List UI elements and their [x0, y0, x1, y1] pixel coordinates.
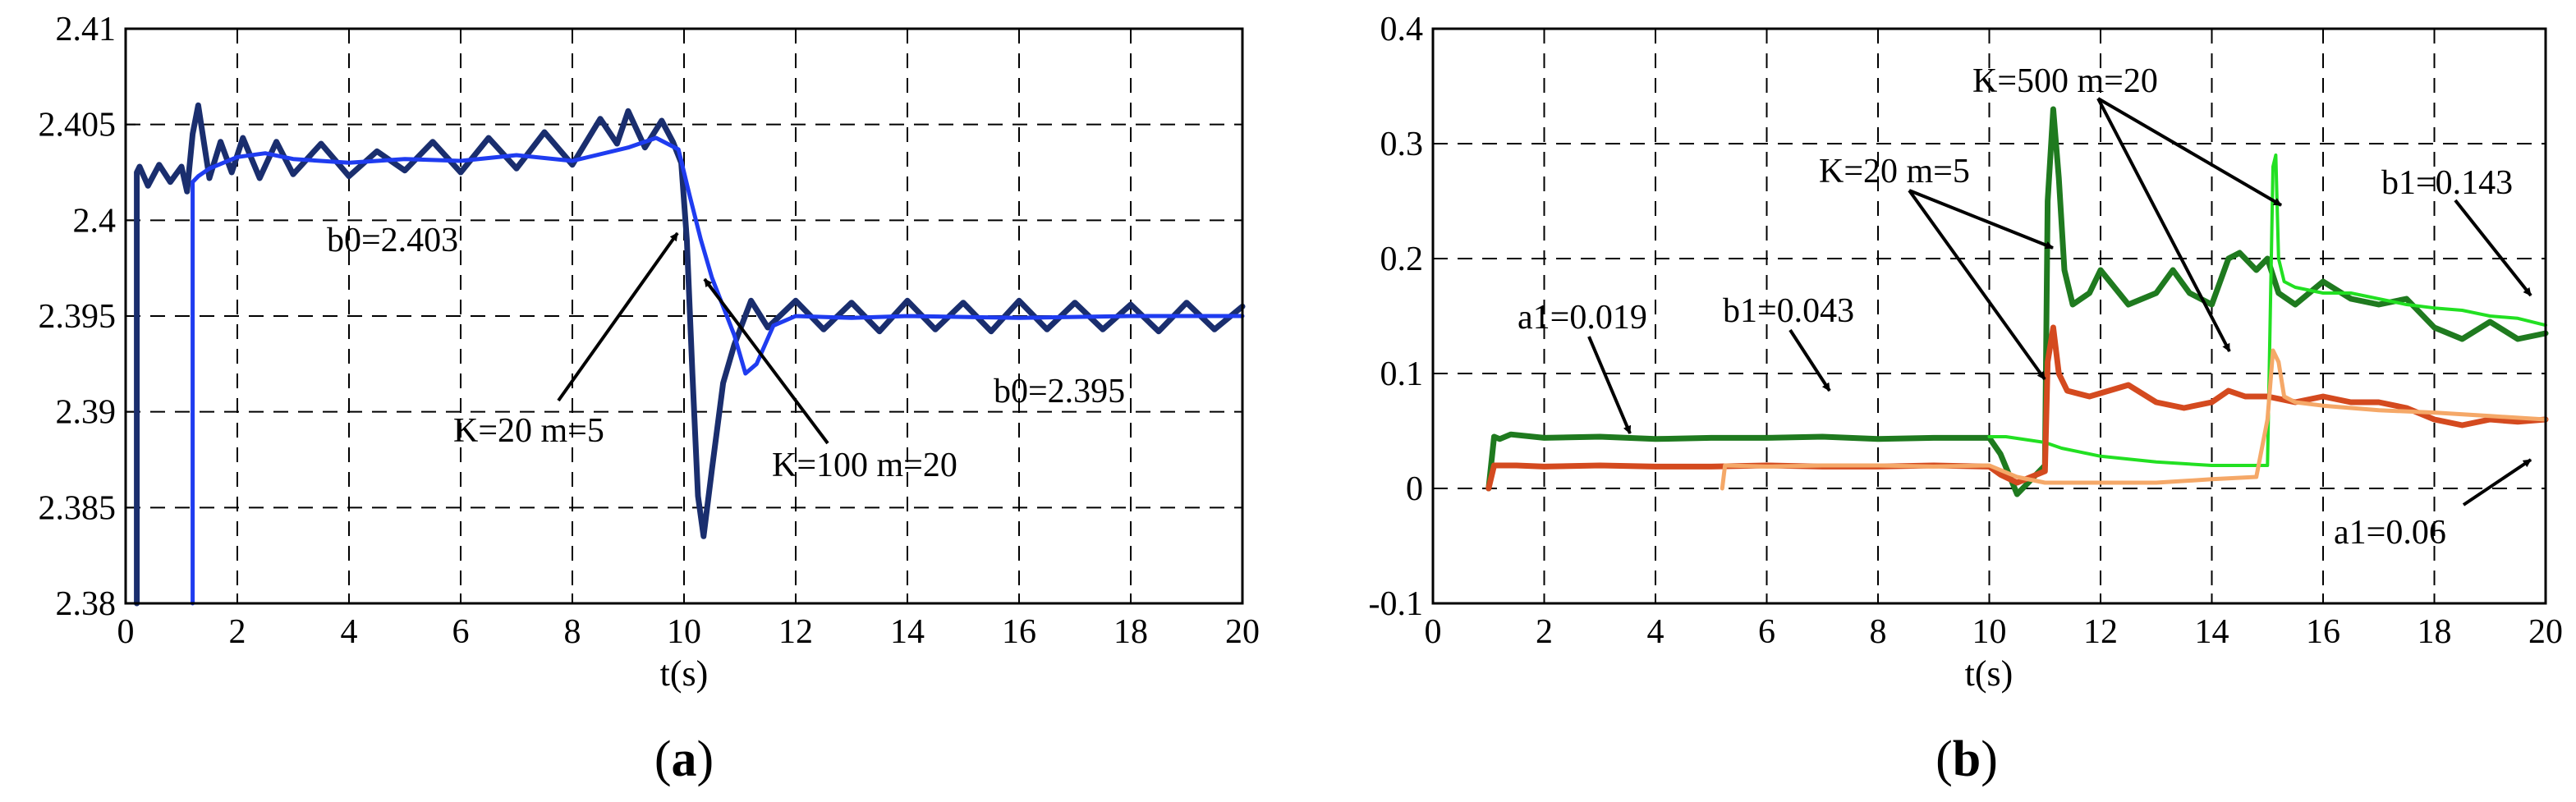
chart-panel-b: 0 2 4 6 8 10 12 14 16 18 20 -0.100.10.20.30.4 t(s)… — [1369, 11, 2564, 787]
y-tick-label: 2.405 — [39, 107, 117, 144]
chart-panel-a: 0 2 4 6 8 10 12 14 16 18 20 2.382.3852.392.3952.42… — [39, 11, 1260, 787]
x-axis-label: t(s) — [660, 653, 709, 694]
x-tick-label: 0 — [117, 613, 135, 651]
x-tick-label: 0 — [1425, 613, 1442, 651]
x-tick-label: 18 — [1114, 613, 1148, 651]
x-axis-label: t(s) — [1965, 653, 2014, 694]
x-tick-label: 2 — [229, 613, 246, 651]
y-tick-label: 2.39 — [56, 394, 117, 432]
arrow — [2454, 199, 2532, 297]
series-line-1 — [1485, 106, 2549, 497]
y-tick-label: 0.3 — [1380, 126, 1424, 163]
series-group — [1485, 106, 2549, 497]
arrow — [557, 231, 679, 402]
x-tick-label: 16 — [2306, 613, 2340, 651]
x-tick-label: 12 — [778, 613, 813, 651]
y-tick-label: 2.395 — [39, 298, 117, 336]
y-tick-label: 2.38 — [56, 585, 117, 623]
series-line-2 — [1987, 154, 2547, 467]
x-tick-label: 6 — [452, 613, 470, 651]
annotation-b1-0143: b1=0.143 — [2381, 164, 2513, 202]
arrow — [1789, 328, 1831, 392]
grid — [125, 28, 1243, 604]
x-tick-label: 8 — [564, 613, 581, 651]
annotation-k500-m20: K=500 m=20 — [1972, 62, 2158, 100]
x-tick-label: 12 — [2083, 613, 2118, 651]
y-tick-label: -0.1 — [1369, 585, 1424, 623]
x-tick-label: 2 — [1536, 613, 1553, 651]
x-tick-label: 6 — [1758, 613, 1775, 651]
panel-label-b: (b) — [1935, 731, 1998, 787]
arrow — [1908, 189, 2054, 250]
x-tick-labels: 0 2 4 6 8 10 12 14 16 18 20 — [117, 613, 1260, 651]
x-tick-label: 20 — [1225, 613, 1260, 651]
annotation-b0-2395: b0=2.395 — [994, 373, 1125, 410]
annotation-b0-2403: b0=2.403 — [327, 222, 458, 259]
y-tick-label: 0.4 — [1380, 11, 1424, 48]
x-tick-label: 8 — [1870, 613, 1887, 651]
x-tick-label: 18 — [2418, 613, 2452, 651]
series-line-1 — [134, 102, 1246, 607]
arrow — [2462, 458, 2532, 506]
y-tick-label: 2.4 — [73, 202, 117, 240]
series-line-3 — [1485, 324, 2549, 492]
x-tick-label: 14 — [890, 613, 925, 651]
y-tick-labels: 2.38 2.385 2.39 2.395 2.4 2.405 2.41 — [39, 11, 117, 623]
annotation-k20-m5: K=20 m=5 — [1819, 153, 1970, 190]
x-tick-label: 10 — [1972, 613, 2007, 651]
annotation-a1-006: a1=0.06 — [2334, 514, 2446, 552]
x-tick-label: 16 — [1002, 613, 1036, 651]
arrow — [703, 277, 829, 445]
y-tick-label: 0.2 — [1380, 241, 1424, 278]
annotation-a1-0019: a1=0.019 — [1518, 299, 1647, 337]
series-line-2 — [191, 135, 1245, 606]
grid — [1432, 28, 2546, 604]
arrow — [2096, 97, 2283, 207]
x-tick-label: 10 — [667, 613, 701, 651]
arrow — [1587, 336, 1632, 434]
plot-frame — [1431, 27, 2547, 605]
y-tick-label: 0 — [1406, 470, 1423, 508]
y-tick-labels: -0.1 0 0.1 0.2 0.3 0.4 — [1369, 11, 1424, 623]
series-line-4 — [1720, 348, 2548, 491]
panel-label-a: (a) — [654, 731, 714, 787]
plot-frame — [124, 27, 1244, 605]
y-tick-label: 2.41 — [56, 11, 117, 48]
x-tick-label: 14 — [2195, 613, 2229, 651]
x-tick-label: 4 — [1647, 613, 1665, 651]
annotation-k100-m20: K=100 m=20 — [772, 447, 957, 484]
x-tick-labels: 0 2 4 6 8 10 12 14 16 18 20 — [1425, 613, 2564, 651]
arrow — [2096, 98, 2231, 352]
y-tick-label: 2.385 — [39, 489, 117, 527]
series-group — [134, 102, 1246, 607]
x-tick-label: 4 — [341, 613, 358, 651]
x-tick-label: 20 — [2528, 613, 2563, 651]
annotation-b1-0043: b1=0.043 — [1723, 292, 1854, 330]
y-tick-label: 0.1 — [1380, 355, 1424, 393]
arrow — [1908, 189, 2046, 381]
annotation-k20-m5: K=20 m=5 — [453, 412, 604, 450]
